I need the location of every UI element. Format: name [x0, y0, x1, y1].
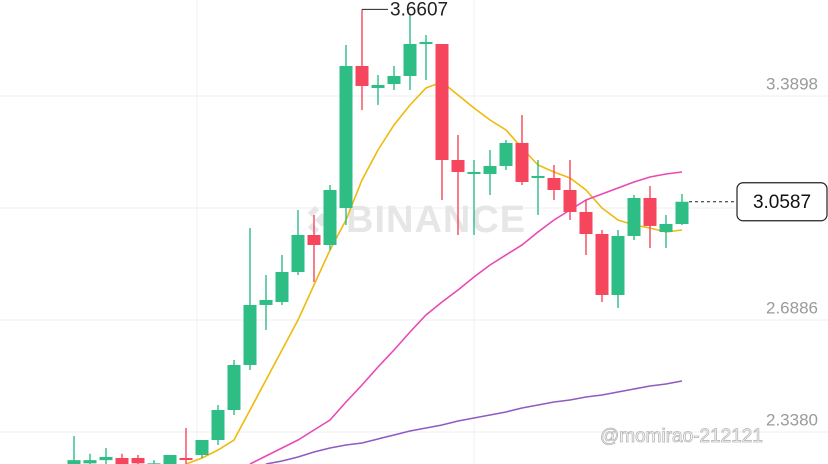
candle-body — [163, 454, 177, 464]
candle-body — [643, 197, 657, 226]
credit-watermark: @momirao-212121 — [600, 426, 763, 447]
candle-body — [307, 234, 321, 245]
candle-body — [531, 175, 545, 178]
candle-body — [195, 440, 209, 455]
candle-body — [387, 75, 401, 84]
y-tick-label: 2.3380 — [766, 411, 818, 430]
candle-body — [179, 457, 193, 461]
candle-body — [83, 460, 97, 464]
last-price-label: 3.0587 — [753, 192, 811, 213]
y-tick-label: 2.6886 — [766, 298, 818, 317]
candle-body — [595, 233, 609, 295]
candle-body — [419, 41, 433, 44]
candle-body — [611, 235, 625, 295]
y-tick-label: 3.3898 — [766, 74, 818, 93]
candle-body — [131, 457, 145, 464]
candle-body — [403, 43, 417, 76]
last-price-badge — [736, 182, 828, 222]
candles — [67, 9, 689, 464]
candle-body — [211, 410, 225, 441]
candle-body — [675, 201, 689, 224]
candle-body — [355, 65, 369, 86]
candle-body — [579, 211, 593, 234]
candle-body — [467, 171, 481, 174]
candle-body — [627, 197, 641, 236]
annotations: 3.6607 3.0587 — [362, 0, 828, 222]
watermark: BINANCE — [307, 199, 526, 241]
candle-body — [483, 165, 497, 174]
candle-body — [291, 234, 305, 272]
moving-average-line — [249, 171, 683, 464]
moving-averages — [185, 81, 683, 464]
candle-body — [659, 223, 673, 232]
grid — [0, 95, 828, 433]
moving-average-line — [185, 81, 683, 464]
candle-body — [515, 142, 529, 182]
watermark-logo — [307, 205, 337, 235]
watermark-text: BINANCE — [346, 199, 526, 241]
moving-average-line — [265, 380, 683, 464]
candle-body — [547, 177, 561, 191]
candle-body — [99, 456, 113, 461]
candle-body — [115, 457, 129, 464]
candle-body — [435, 43, 449, 161]
candle-body — [371, 84, 385, 88]
candle-body — [259, 300, 273, 305]
candle-body — [451, 160, 465, 172]
candle-body — [323, 190, 337, 245]
high-marker-label: 3.6607 — [390, 0, 448, 20]
candle-body — [243, 304, 257, 365]
candle-body — [67, 460, 81, 464]
candle-body — [339, 65, 353, 208]
candle-body — [499, 142, 513, 166]
candle-body — [227, 364, 241, 411]
candle-body — [275, 271, 289, 302]
candle-body — [563, 190, 577, 212]
